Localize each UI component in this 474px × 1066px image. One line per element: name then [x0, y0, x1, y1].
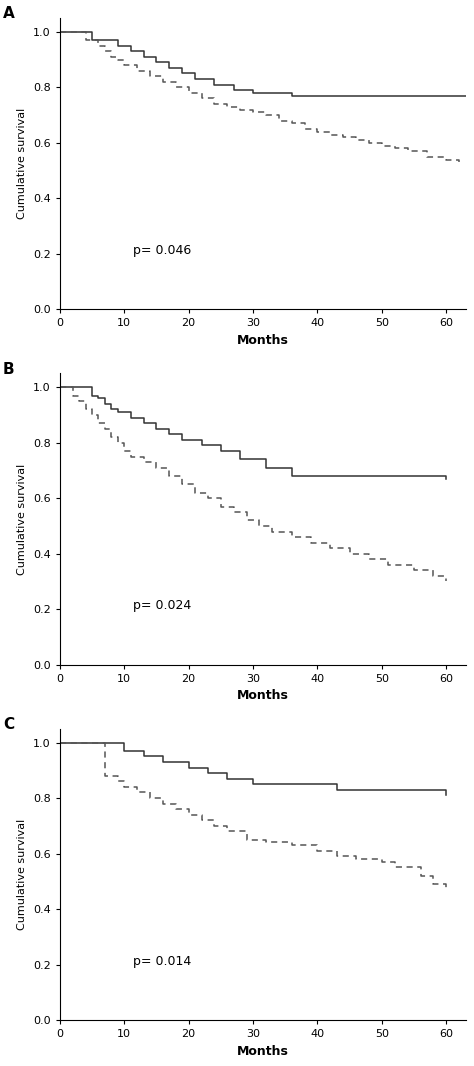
Text: p= 0.024: p= 0.024: [133, 599, 191, 612]
Text: p= 0.014: p= 0.014: [133, 955, 191, 968]
X-axis label: Months: Months: [237, 334, 289, 348]
Text: C: C: [3, 717, 14, 732]
Text: B: B: [3, 361, 15, 376]
Y-axis label: Cumulative survival: Cumulative survival: [18, 108, 27, 220]
X-axis label: Months: Months: [237, 1045, 289, 1057]
Y-axis label: Cumulative survival: Cumulative survival: [18, 464, 27, 575]
X-axis label: Months: Months: [237, 690, 289, 702]
Text: A: A: [3, 6, 15, 21]
Text: p= 0.046: p= 0.046: [133, 244, 191, 257]
Y-axis label: Cumulative survival: Cumulative survival: [18, 819, 27, 930]
